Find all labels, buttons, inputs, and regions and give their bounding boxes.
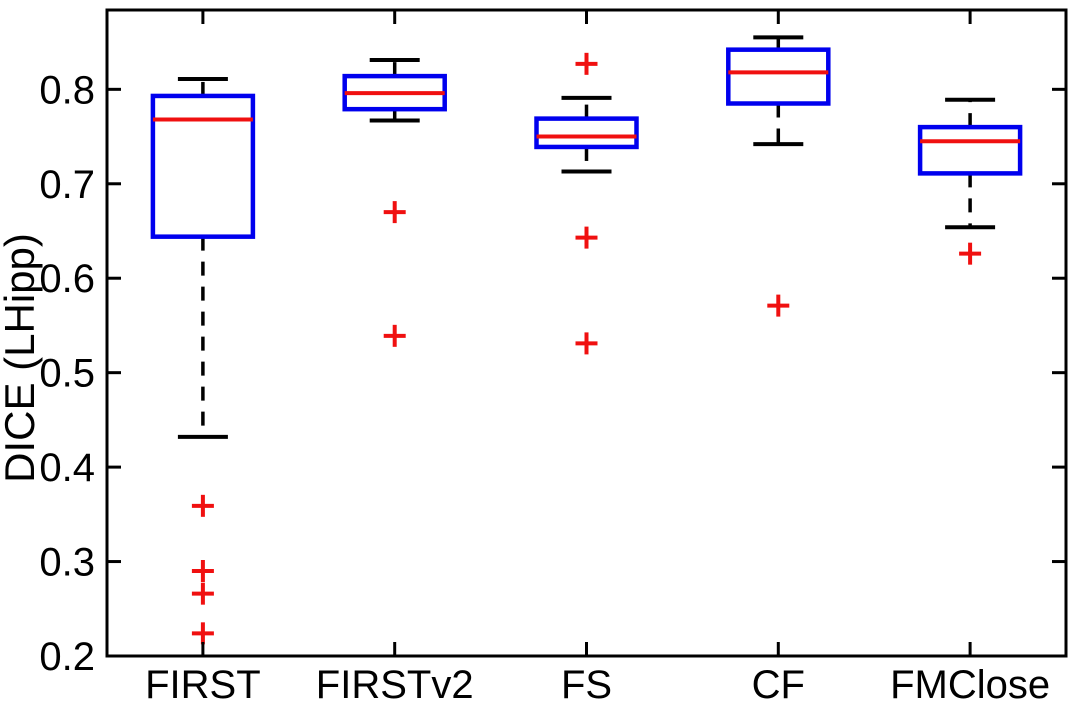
x-category-label: FS — [561, 663, 612, 707]
y-tick-label: 0.4 — [39, 446, 95, 490]
x-category-label: FIRSTv2 — [316, 663, 474, 707]
y-tick-label: 0.7 — [39, 163, 95, 207]
y-tick-label: 0.2 — [39, 635, 95, 679]
y-tick-label: 0.8 — [39, 68, 95, 112]
y-tick-label: 0.5 — [39, 352, 95, 396]
y-tick-label: 0.3 — [39, 541, 95, 585]
boxplot-box — [726, 47, 831, 106]
y-axis-label: DICE (LHipp) — [0, 233, 43, 483]
x-category-label: FMClose — [890, 663, 1050, 707]
boxplot-box — [150, 93, 256, 239]
x-category-label: FIRST — [145, 663, 261, 707]
boxplot-box — [534, 116, 639, 150]
y-tick-label: 0.6 — [39, 257, 95, 301]
x-category-label: CF — [752, 663, 805, 707]
boxplot-box — [917, 124, 1023, 176]
